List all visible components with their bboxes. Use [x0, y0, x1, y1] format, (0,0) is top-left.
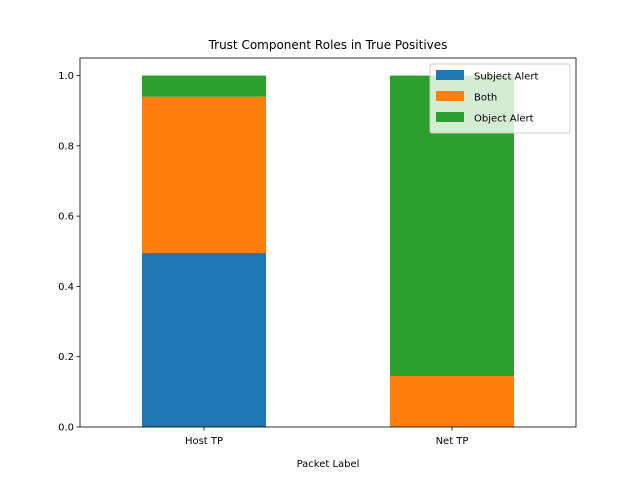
plot-frame [79, 57, 577, 428]
y-tick-label: 0.8 [58, 141, 74, 152]
bar-both-net-tp [390, 376, 514, 427]
legend-frame [429, 63, 571, 134]
y-tick-label: 0.0 [58, 423, 74, 434]
x-tick-label: Net TP [436, 436, 469, 447]
x-tick-label: Host TP [185, 436, 223, 447]
axes-layer: 0.0 0.2 0.4 0.6 0.8 1.0 Host TP Net TP [58, 57, 577, 447]
legend-label: Subject Alert [474, 72, 538, 83]
x-axis-label: Packet Label [297, 459, 360, 470]
y-tick-label: 0.2 [58, 352, 74, 363]
y-tick-label: 0.4 [58, 282, 74, 293]
legend-label: Both [474, 93, 497, 104]
legend-swatch [436, 91, 464, 101]
chart-title: Trust Component Roles in True Positives [208, 38, 448, 52]
legend-label: Object Alert [474, 114, 534, 125]
y-tick-label: 1.0 [58, 71, 74, 82]
legend-swatch [436, 70, 464, 80]
y-tick-label: 0.6 [58, 212, 74, 223]
legend-swatch [436, 112, 464, 122]
bar-object-alert-host-tp [142, 75, 266, 97]
bar-subject-alert-host-tp [142, 253, 266, 427]
legend: Subject Alert Both Object Alert [429, 63, 571, 134]
bar-both-host-tp [142, 96, 266, 254]
